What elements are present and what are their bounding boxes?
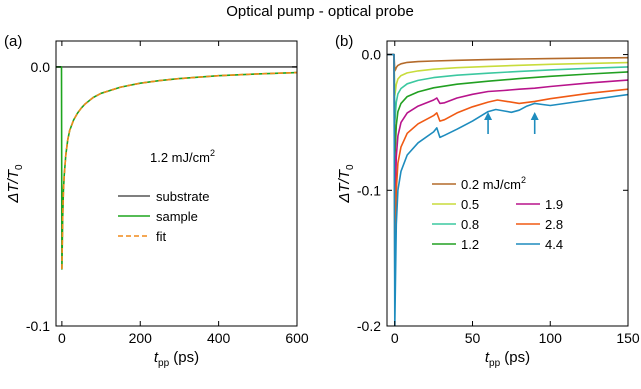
- panel-b-y-tick-label: 0.0: [362, 47, 382, 63]
- panel-b-x-tick-label: 150: [616, 330, 640, 346]
- panel-b-arrow-head: [484, 112, 493, 120]
- panel-a-x-axis-label: tpp (ps): [154, 349, 199, 369]
- panel-b-x-axis-label: tpp (ps): [485, 349, 530, 369]
- panel-b-series-2-8-line: [387, 53, 628, 280]
- panel-a-panel-label: (a): [4, 33, 22, 50]
- figure-title: Optical pump - optical probe: [226, 3, 414, 20]
- panel-a-y-axis-label: ΔT/T0: [5, 164, 25, 204]
- panel-b-legend-label: 0.2 mJ/cm2: [461, 175, 526, 192]
- panel-a-legend-label: fit: [156, 229, 167, 244]
- panel-b-x-tick-label: 50: [465, 330, 481, 346]
- panel-a-plot-frame: [55, 40, 298, 327]
- panel-a-series-group: [56, 66, 297, 270]
- panel-b-series-group: [387, 53, 628, 326]
- panel-a-y-tick-label: -0.1: [26, 318, 50, 334]
- panel-b-legend-label: 2.8: [545, 217, 563, 232]
- panel-a-x-tick-label: 600: [285, 330, 309, 346]
- panel-a-fluence-annotation: 1.2 mJ/cm2: [150, 148, 215, 165]
- panel-a-series-fit-line: [61, 71, 297, 270]
- panel-a-legend-label: sample: [156, 209, 198, 224]
- panel-b-series-4-4-line: [387, 53, 628, 326]
- panel-a-chart: 0 200 400 600 0.0 -0.1 tpp (ps) ΔT/T0 (a) 1.2 mJ/…: [4, 33, 309, 369]
- panel-b-panel-label: (b): [335, 33, 353, 50]
- panel-b-x-tick-label: 0: [391, 330, 399, 346]
- panel-b-legend-label: 4.4: [545, 237, 563, 252]
- panel-b-arrow-head: [530, 112, 539, 120]
- panel-a-x-tick-label: 0: [58, 330, 66, 346]
- panel-b-plot-frame: [386, 40, 629, 327]
- panel-a-y-tick-label: 0.0: [31, 59, 51, 75]
- panel-a-series-sample-line: [56, 66, 297, 270]
- panel-b-legend-label: 1.2: [461, 237, 479, 252]
- panel-b-legend-label: 0.8: [461, 217, 479, 232]
- panel-b-y-tick-label: -0.2: [357, 318, 381, 334]
- panel-b-legend-label: 1.9: [545, 197, 563, 212]
- panel-b-legend-label: 0.5: [461, 197, 479, 212]
- panel-b-y-axis-label: ΔT/T0: [336, 164, 356, 204]
- panel-a-legend-label: substrate: [156, 189, 209, 204]
- panel-b-series-0-2-line: [387, 53, 628, 72]
- panel-b-series-1-9-line: [387, 53, 628, 219]
- panel-b-chart: 0 50 100 150 0.0 -0.1 -0.2 tpp (ps) ΔT/T0 (b) 0.2 …: [335, 33, 640, 369]
- panel-a-x-tick-label: 400: [207, 330, 231, 346]
- panel-b-y-tick-label: -0.1: [357, 182, 381, 198]
- panel-a-x-tick-label: 200: [129, 330, 153, 346]
- panel-b-x-tick-label: 100: [539, 330, 563, 346]
